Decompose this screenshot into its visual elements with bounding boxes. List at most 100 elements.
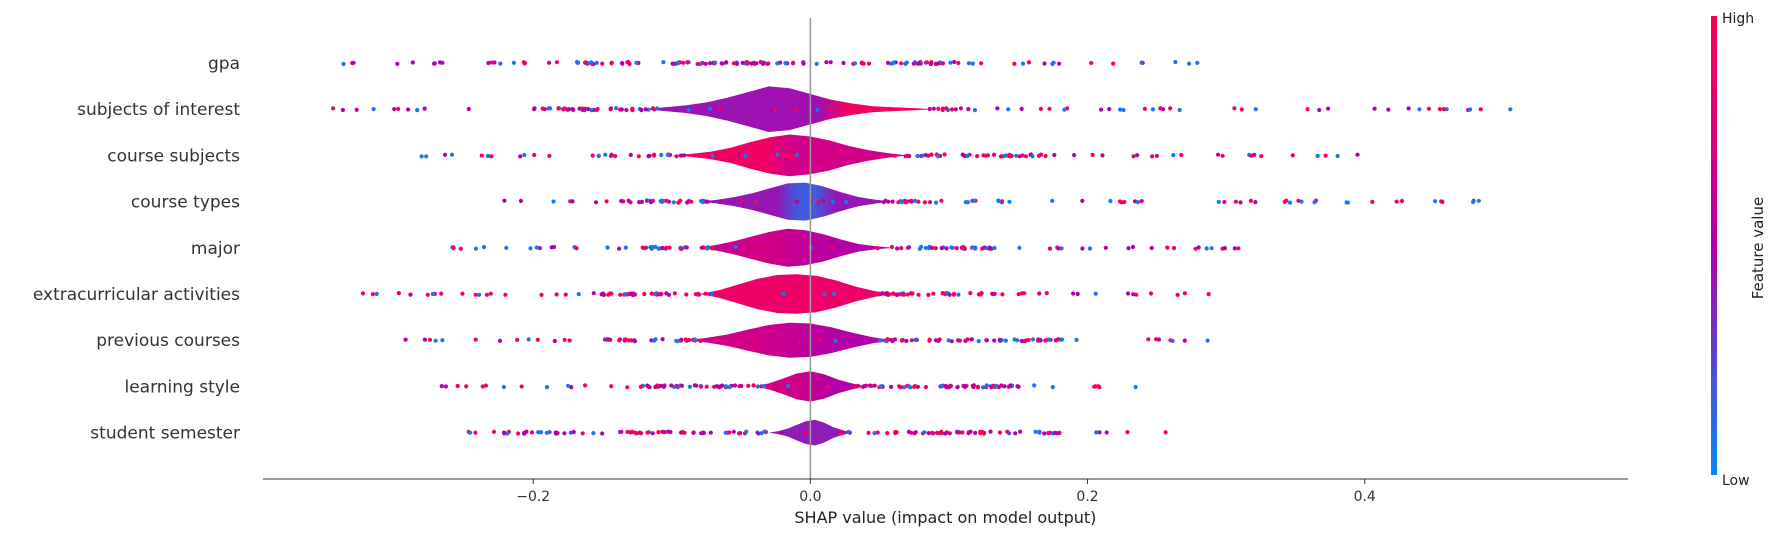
data-point (628, 152, 633, 157)
data-point (723, 245, 728, 250)
data-point (1220, 153, 1225, 158)
data-point (989, 385, 994, 390)
data-point (916, 199, 921, 204)
data-point (501, 430, 507, 435)
data-point (1117, 199, 1123, 204)
data-point (479, 153, 484, 158)
data-point (396, 291, 401, 296)
data-point (699, 199, 704, 204)
data-point (403, 337, 408, 342)
data-point (1059, 246, 1064, 251)
data-point (516, 431, 521, 436)
data-point (614, 106, 619, 111)
data-point (973, 246, 978, 251)
data-point (751, 60, 756, 65)
data-point (630, 292, 636, 298)
data-point (685, 60, 690, 65)
data-point (779, 430, 784, 435)
data-point (1019, 106, 1024, 111)
data-point (528, 246, 533, 251)
data-point (1036, 153, 1041, 158)
data-point (683, 337, 688, 342)
data-point (486, 60, 491, 66)
data-point (939, 246, 944, 251)
data-point (1056, 337, 1061, 342)
data-point (1012, 61, 1017, 66)
data-point (898, 199, 903, 204)
data-point (1146, 337, 1151, 342)
feature-label: extracurricular activities (33, 285, 240, 305)
data-point (1018, 429, 1023, 434)
data-point (1406, 106, 1411, 111)
data-point (1168, 106, 1173, 111)
data-point (988, 429, 993, 434)
data-point (946, 385, 951, 390)
data-point (939, 384, 945, 389)
data-point (645, 430, 650, 435)
data-point (935, 61, 940, 66)
data-point (889, 244, 895, 250)
data-point (991, 152, 997, 157)
data-point (1134, 292, 1139, 297)
data-point (1165, 245, 1170, 250)
data-point (591, 291, 596, 296)
data-point (554, 60, 560, 65)
data-point (1233, 199, 1238, 204)
x-tick-label: 0.4 (1354, 489, 1376, 505)
data-point (374, 291, 379, 296)
data-point (488, 291, 493, 296)
data-point (1370, 199, 1375, 204)
data-point (589, 60, 594, 65)
data-point (892, 153, 897, 158)
feature-row: previous courses (96, 322, 1628, 358)
data-point (1326, 106, 1331, 111)
data-point (396, 106, 401, 111)
data-point (957, 338, 963, 343)
data-point (727, 385, 732, 390)
data-point (660, 429, 665, 434)
data-point (1094, 430, 1099, 435)
data-point (708, 430, 713, 435)
data-point (828, 107, 833, 112)
data-point (1007, 154, 1013, 159)
data-point (576, 292, 581, 297)
data-point (913, 430, 918, 435)
data-point (604, 199, 609, 204)
data-point (955, 385, 960, 390)
data-point (736, 152, 741, 157)
data-point (632, 430, 638, 435)
data-point (1205, 338, 1210, 343)
data-point (898, 385, 904, 390)
data-point (980, 246, 985, 251)
data-point (1232, 106, 1237, 111)
data-point (944, 246, 949, 251)
data-point (1216, 152, 1221, 157)
data-point (995, 106, 1000, 111)
data-point (875, 246, 880, 251)
data-point (1323, 153, 1328, 158)
violin-shape (685, 322, 894, 358)
data-point (936, 338, 941, 343)
data-point (594, 60, 599, 65)
data-point (1236, 246, 1241, 251)
data-point (1047, 106, 1052, 111)
data-point (749, 291, 754, 296)
data-point (485, 153, 490, 159)
data-point (596, 153, 601, 159)
data-point (563, 292, 568, 297)
data-point (638, 384, 644, 389)
data-point (973, 430, 978, 435)
data-point (712, 107, 717, 112)
data-point (425, 292, 430, 297)
data-point (650, 244, 655, 249)
data-point (1050, 385, 1055, 390)
x-tick-label: −0.2 (516, 489, 550, 505)
data-point (975, 154, 980, 159)
data-point (605, 245, 610, 250)
data-point (504, 245, 509, 250)
data-point (1014, 153, 1019, 158)
data-point (553, 431, 559, 436)
data-point (905, 153, 910, 158)
data-point (609, 384, 614, 389)
data-point (665, 152, 671, 158)
